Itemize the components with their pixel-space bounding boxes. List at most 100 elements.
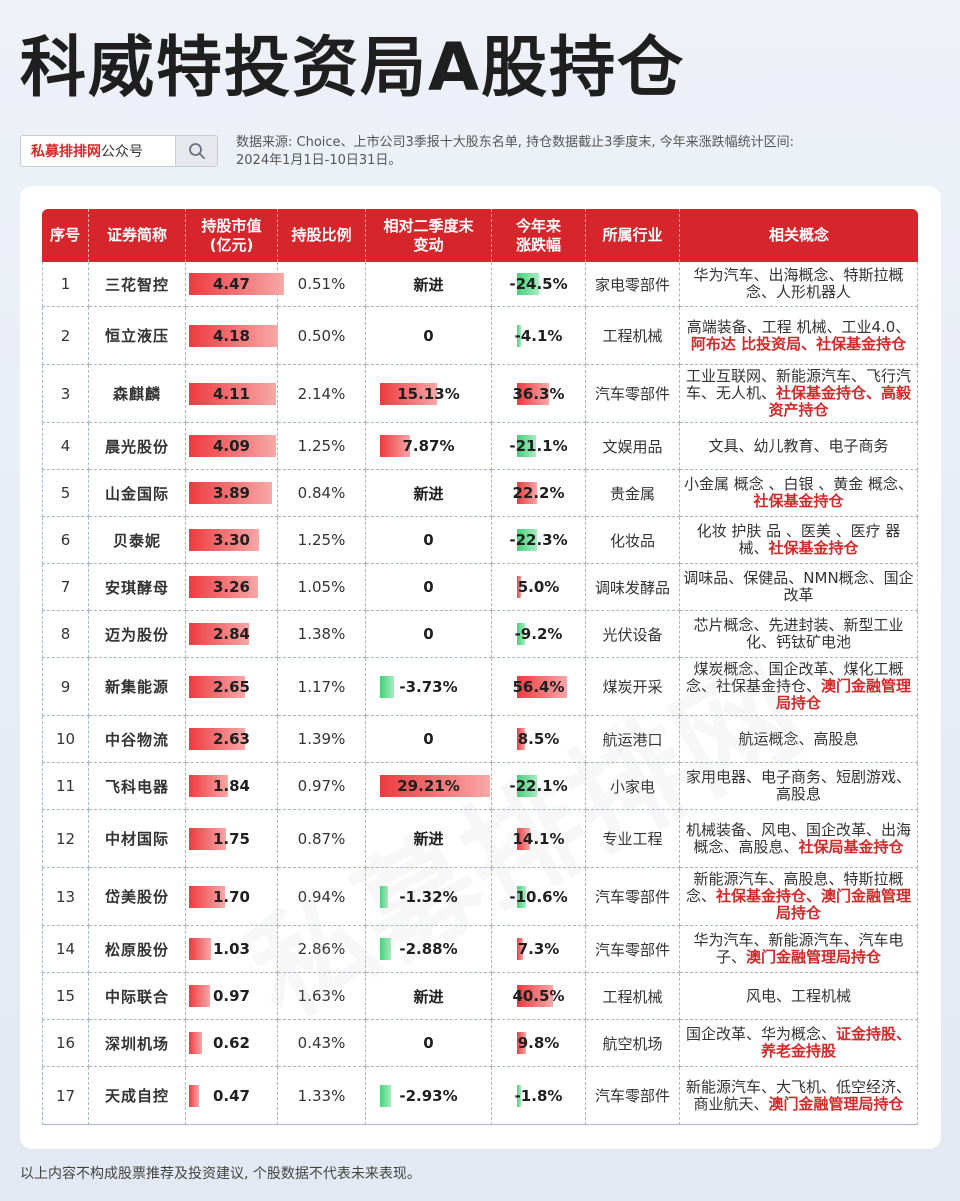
search-button[interactable] [175,136,217,166]
ytd-cell: 40.5% [492,973,586,1020]
brand-search-box[interactable]: 私募排排网 公众号 [20,135,218,167]
concept-text: 华为汽车、出海概念、特斯拉概念、人形机器人 [693,266,904,301]
ytd-cell: -10.6% [492,868,586,926]
ytd-bar [517,827,530,850]
table-row: 11 飞科电器 1.84 0.97% 29.21% -22.1% 小家电 家用电器、电子商务、… [42,763,918,810]
row-number: 4 [42,423,89,470]
ytd-value: 7.3% [517,940,560,958]
change-cell: 新进 [366,973,492,1020]
industry: 汽车零部件 [586,926,680,973]
market-value-cell: 3.30 [186,517,278,564]
ytd-cell: 22.2% [492,470,586,517]
table-row: 16 深圳机场 0.62 0.43% 0 9.8% 航空机场 国企改革、华为概念、证金持股、养… [42,1020,918,1067]
related-concepts: 小金属 概念 、白银 、黄金 概念、社保基金持仓 [680,470,918,517]
market-value-cell: 1.84 [186,763,278,810]
related-concepts: 国企改革、华为概念、证金持股、养老金持股 [680,1020,918,1067]
row-number: 16 [42,1020,89,1067]
holding-ratio: 1.25% [278,517,366,564]
industry: 调味发酵品 [586,564,680,611]
market-value: 1.75 [212,829,250,848]
related-concepts: 新能源汽车、大飞机、低空经济、商业航天、澳门金融管理局持仓 [680,1067,918,1125]
industry: 工程机械 [586,307,680,365]
row-number: 11 [42,763,89,810]
brand-label: 私募排排网 公众号 [21,136,175,166]
ytd-bar [517,938,524,960]
ytd-value: 36.3% [512,384,565,403]
concept-text: 风电、工程机械 [745,986,851,1005]
market-value-cell: 2.84 [186,611,278,658]
ytd-cell: 14.1% [492,810,586,868]
change-cell: 新进 [366,262,492,307]
market-value-bar [189,435,276,457]
table-row: 17 天成自控 0.47 1.33% -2.93% -1.8% 汽车零部件 新能源汽车、大飞机… [42,1067,918,1125]
market-value-cell: 2.65 [186,658,278,716]
holding-ratio: 0.84% [278,470,366,517]
ytd-cell: -22.1% [492,763,586,810]
market-value-bar [189,273,284,295]
row-number: 10 [42,716,89,763]
table-row: 4 晨光股份 4.09 1.25% 7.87% -21.1% 文娱用品 文具、幼儿教育、电子商… [42,423,918,470]
row-number: 3 [42,365,89,423]
row-number: 6 [42,517,89,564]
security-name: 中材国际 [89,810,186,868]
change-value: 0 [423,531,434,549]
row-number: 14 [42,926,89,973]
related-concepts: 家用电器、电子商务、短剧游戏、高股息 [680,763,918,810]
market-value-cell: 4.47 [186,262,284,307]
brand-name: 私募排排网 [31,144,101,160]
ytd-value: -4.1% [514,326,563,345]
market-value-cell: 0.47 [186,1067,278,1125]
table-row: 3 森麒麟 4.11 2.14% 15.13% 36.3% 汽车零部件 工业互联网、新能源汽车… [42,365,918,423]
market-value-bar [189,576,259,598]
holding-ratio: 1.33% [278,1067,366,1125]
related-concepts: 机械装备、风电、国企改革、出海概念、高股息、社保局基金持仓 [680,810,918,868]
ytd-value: 56.4% [512,677,565,696]
change-value: -2.93% [399,1086,458,1105]
change-value: -1.32% [399,887,458,906]
concept-highlight: 澳门金融管理局持仓 [775,677,912,712]
change-value: 15.13% [397,384,460,403]
related-concepts: 华为汽车、出海概念、特斯拉概念、人形机器人 [680,262,918,307]
concept-highlight: 社保基金持仓、高毅资产持仓 [768,384,912,419]
change-value: 新进 [413,484,444,503]
table-row: 13 岱美股份 1.70 0.94% -1.32% -10.6% 汽车零部件 新能源汽车、高股… [42,868,918,926]
ytd-bar [517,728,525,750]
row-number: 5 [42,470,89,517]
ytd-value: -24.5% [509,275,568,293]
table-row: 10 中谷物流 2.63 1.39% 0 8.5% 航运港口 航运概念、高股息 [42,716,918,763]
ytd-value: -9.2% [514,625,563,643]
concept-text: 小金属 概念 、白银 、黄金 概念、 [683,475,914,493]
table-row: 6 贝泰妮 3.30 1.25% 0 -22.3% 化妆品 化妆 护肤 品 、医美 、医疗 器… [42,517,918,564]
source-note: 数据来源: Choice、上市公司3季报十大股东名单, 持仓数据截止3季度末, … [236,135,794,168]
related-concepts: 航运概念、高股息 [680,716,918,763]
market-value-bar [189,324,278,347]
ytd-cell: -22.3% [492,517,586,564]
holding-ratio: 0.94% [278,868,366,926]
change-value: 新进 [413,275,444,294]
concept-text: 煤炭概念、国企改革、煤化工概念、社保基金持仓、 [685,660,904,695]
ytd-bar [517,482,537,504]
market-value-cell: 3.26 [186,564,278,611]
change-value: 0 [423,625,434,643]
market-value: 0.97 [212,987,250,1005]
ytd-value: -21.1% [509,437,568,455]
market-value: 3.30 [212,531,250,549]
industry: 化妆品 [586,517,680,564]
column-header: 今年来 涨跌幅 [492,209,586,262]
security-name: 森麒麟 [89,365,186,423]
change-cell: -3.73% [366,658,492,716]
related-concepts: 芯片概念、先进封装、新型工业化、钙钛矿电池 [680,611,918,658]
market-value: 1.70 [212,887,250,906]
market-value: 2.63 [212,730,250,748]
column-header: 持股市值 (亿元) [186,209,278,262]
security-name: 三花智控 [89,262,186,307]
industry: 文娱用品 [586,423,680,470]
industry: 家电零部件 [586,262,680,307]
holding-ratio: 2.14% [278,365,366,423]
change-cell: 0 [366,517,492,564]
holding-ratio: 1.25% [278,423,366,470]
row-number: 12 [42,810,89,868]
related-concepts: 高端装备、工程 机械、工业4.0、阿布达 比投资局、社保基金持仓 [680,307,918,365]
table-body: 1 三花智控 4.47 0.51% 新进 -24.5% 家电零部件 华为汽车、出海概念、特斯拉… [42,262,918,1125]
holding-ratio: 1.05% [278,564,366,611]
